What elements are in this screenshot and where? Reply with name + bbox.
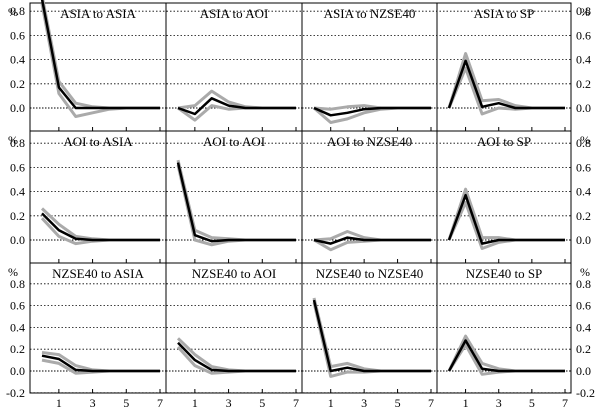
y-tick-label-left: 0.0 xyxy=(10,233,25,247)
panel-title: AOI to ASIA xyxy=(63,134,133,149)
response-line xyxy=(447,339,565,373)
y-tick-label-right: 0.4 xyxy=(576,53,591,67)
response-line xyxy=(313,106,431,117)
panel-title: ASIA to NZSE40 xyxy=(324,6,416,21)
panel-title: ASIA to ASIA xyxy=(60,6,136,21)
panel-title: AOI to NZSE40 xyxy=(327,134,412,149)
x-tick-label: 7 xyxy=(293,396,299,409)
y-tick-label-right: 0.6 xyxy=(576,28,591,42)
x-tick-label: 7 xyxy=(157,396,163,409)
x-tick-label: 7 xyxy=(428,396,434,409)
lower-band-line xyxy=(447,201,565,250)
y-tick-label-right: 0.0 xyxy=(576,101,591,115)
y-tick-label-left: -0.2 xyxy=(6,386,25,400)
x-tick-label: 5 xyxy=(259,396,265,409)
panel-title: ASIA to AOI xyxy=(200,6,269,21)
panel-title: ASIA to SP xyxy=(474,6,535,21)
y-tick-label-right: 0.6 xyxy=(576,160,591,174)
x-tick-label: 1 xyxy=(192,396,198,409)
upper-band-line xyxy=(41,351,160,373)
y-tick-label-left: 0.0 xyxy=(10,364,25,378)
panel-title: NZSE40 to ASIA xyxy=(52,266,144,281)
unit-label-right: % xyxy=(580,265,590,279)
y-tick-label-left: 0.8 xyxy=(10,277,25,291)
upper-band-line xyxy=(177,89,296,110)
unit-label-left: % xyxy=(8,133,18,147)
y-tick-label-left: 0.4 xyxy=(10,185,25,199)
y-tick-label-left: 0.0 xyxy=(10,101,25,115)
panel-title: AOI to SP xyxy=(477,134,531,149)
panel-title: NZSE40 to SP xyxy=(466,266,543,281)
y-tick-label-right: 0.4 xyxy=(576,320,591,334)
response-line xyxy=(447,193,565,245)
x-tick-label: 1 xyxy=(463,396,469,409)
x-tick-label: 5 xyxy=(395,396,401,409)
y-tick-label-left: 0.4 xyxy=(10,320,25,334)
y-tick-label-right: 0.6 xyxy=(576,299,591,313)
y-tick-label-right: 0.8 xyxy=(576,277,591,291)
upper-band-line xyxy=(312,297,431,373)
y-tick-label-right: 0.8 xyxy=(576,4,591,18)
x-tick-label: 3 xyxy=(226,396,232,409)
lower-band-line xyxy=(313,238,431,252)
y-tick-label-right: 0.0 xyxy=(576,233,591,247)
response-line xyxy=(41,354,160,373)
y-tick-label-right: 0.2 xyxy=(576,209,591,223)
y-tick-label-left: 0.2 xyxy=(10,77,25,91)
response-line xyxy=(41,212,160,242)
panel-title: NZSE40 to NZSE40 xyxy=(316,266,424,281)
response-line xyxy=(312,299,431,373)
response-line xyxy=(176,162,296,243)
y-tick-label-right: 0.2 xyxy=(576,77,591,91)
unit-label-right: % xyxy=(580,5,590,19)
x-tick-label: 1 xyxy=(56,396,62,409)
y-tick-label-left: 0.6 xyxy=(10,28,25,42)
y-tick-label-left: 0.8 xyxy=(10,4,25,18)
x-tick-label: 1 xyxy=(328,396,334,409)
y-tick-label-right: 0.4 xyxy=(576,185,591,199)
y-tick-label-left: 0.6 xyxy=(10,160,25,174)
y-tick-label-right: 0.8 xyxy=(576,136,591,150)
y-tick-label-left: 0.2 xyxy=(10,209,25,223)
x-tick-label: 3 xyxy=(496,396,502,409)
x-tick-label: 5 xyxy=(529,396,535,409)
panel-title: NZSE40 to AOI xyxy=(192,266,277,281)
y-tick-label-left: 0.4 xyxy=(10,53,25,67)
unit-label-right: % xyxy=(580,133,590,147)
x-tick-label: 7 xyxy=(562,396,568,409)
x-tick-label: 3 xyxy=(90,396,96,409)
lower-band-line xyxy=(176,164,296,247)
panel-title: AOI to AOI xyxy=(203,134,265,149)
x-tick-label: 3 xyxy=(361,396,367,409)
y-tick-label-left: 0.6 xyxy=(10,299,25,313)
unit-label-left: % xyxy=(8,265,18,279)
response-line xyxy=(177,341,296,373)
x-tick-label: 5 xyxy=(123,396,129,409)
unit-label-left: % xyxy=(8,5,18,19)
response-line xyxy=(40,0,160,110)
upper-band-line xyxy=(176,159,296,242)
y-tick-label-right: -0.2 xyxy=(576,386,595,400)
response-line xyxy=(313,236,431,245)
y-tick-label-right: 0.0 xyxy=(576,364,591,378)
response-line xyxy=(447,59,565,110)
plot-frame xyxy=(29,2,572,394)
y-tick-label-left: 0.8 xyxy=(10,136,25,150)
y-tick-label-right: 0.2 xyxy=(576,342,591,356)
response-line xyxy=(177,97,296,116)
y-tick-label-left: 0.2 xyxy=(10,342,25,356)
